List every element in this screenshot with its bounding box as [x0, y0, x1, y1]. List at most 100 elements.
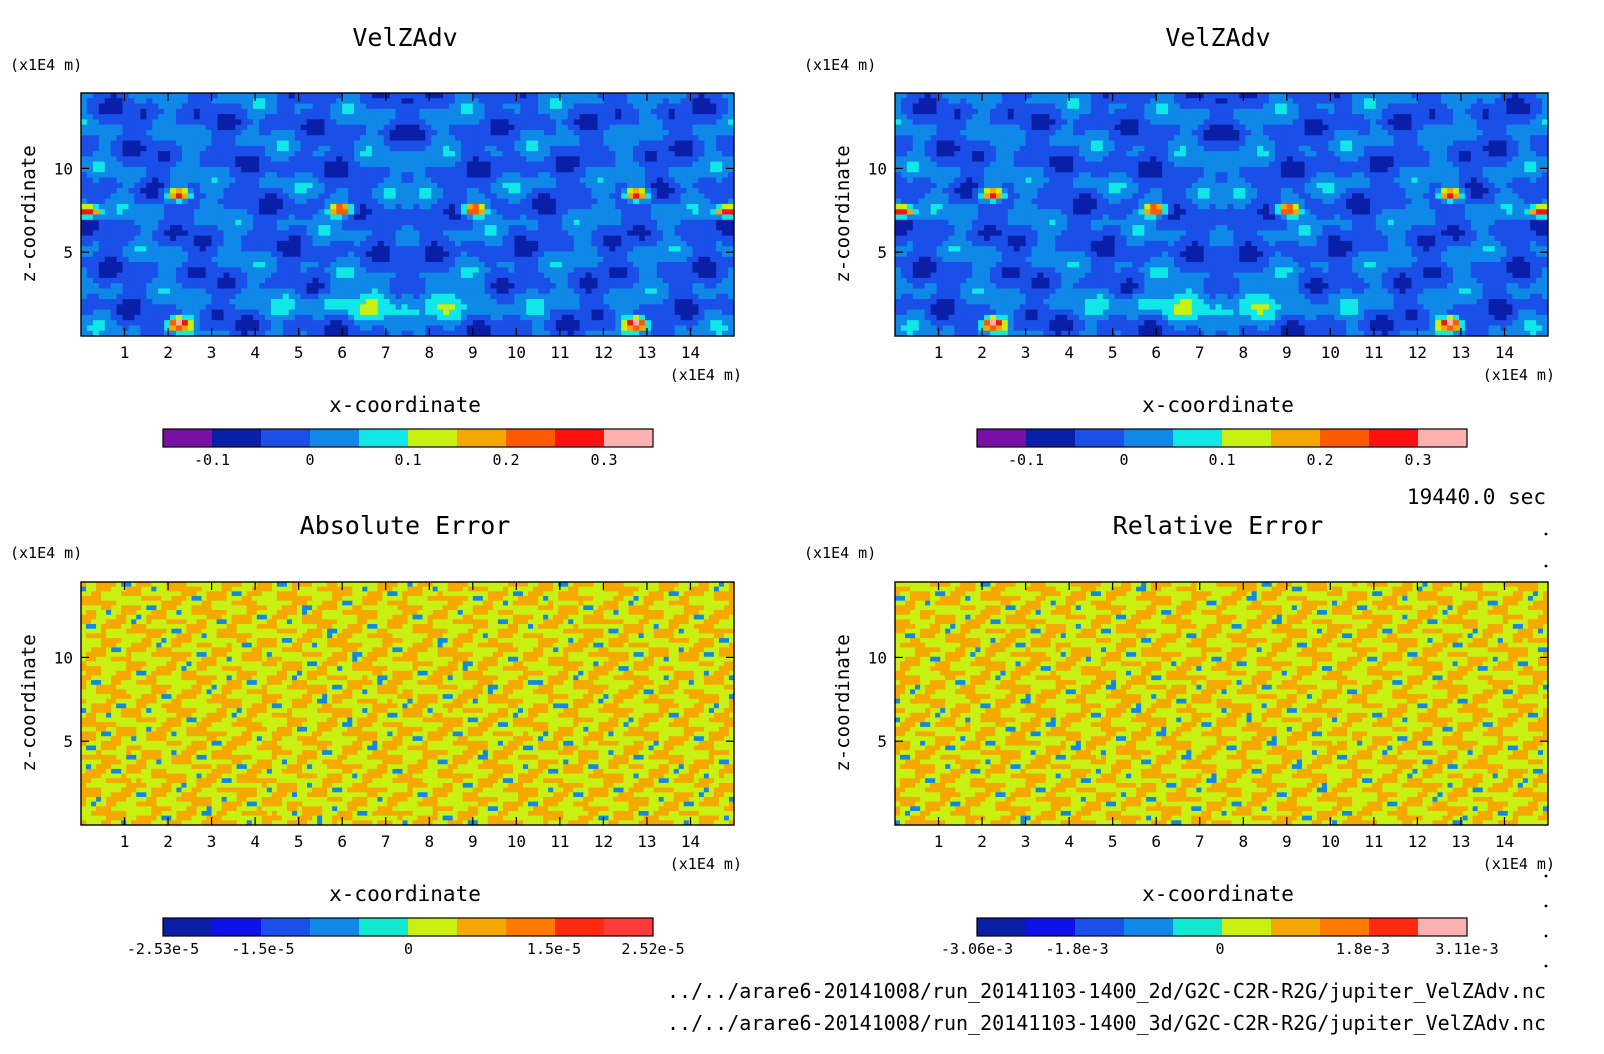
- heatmap-cell: [193, 251, 201, 258]
- heatmap-cell: [223, 177, 231, 184]
- heatmap-cell: [81, 240, 88, 247]
- heatmap-cell: [603, 124, 610, 131]
- heatmap-cell: [407, 145, 415, 152]
- heatmap-cell: [716, 251, 723, 258]
- heatmap-cell: [146, 198, 153, 205]
- heatmap-cell: [544, 209, 551, 216]
- heatmap-cell: [377, 172, 385, 179]
- heatmap-cell: [294, 214, 302, 221]
- heatmap-cell: [116, 193, 124, 200]
- heatmap-cell: [454, 93, 462, 99]
- heatmap-cell: [437, 114, 444, 121]
- heatmap-cell: [98, 330, 106, 336]
- heatmap-cell: [270, 119, 278, 126]
- heatmap-cell: [158, 203, 165, 210]
- heatmap-cell: [241, 330, 248, 336]
- heatmap-cell: [425, 103, 432, 110]
- heatmap-cell: [609, 214, 616, 221]
- heatmap-cell: [276, 214, 284, 221]
- heatmap-cell: [229, 256, 236, 263]
- heatmap-cell: [241, 325, 248, 332]
- heatmap-cell: [211, 272, 219, 279]
- heatmap-cell: [330, 251, 337, 258]
- heatmap-cell: [431, 151, 438, 157]
- heatmap-cell: [615, 93, 622, 99]
- heatmap-cell: [98, 93, 106, 99]
- heatmap-cell: [92, 172, 100, 179]
- heatmap-cell: [615, 177, 622, 184]
- heatmap-cell: [223, 214, 231, 221]
- heatmap-cell: [336, 225, 343, 231]
- heatmap-cell: [81, 172, 88, 179]
- heatmap-cell: [81, 283, 88, 290]
- heatmap-cell: [306, 124, 314, 131]
- heatmap-cell: [644, 299, 652, 305]
- heatmap-cell: [365, 235, 373, 242]
- heatmap-cell: [419, 262, 426, 268]
- heatmap-cell: [597, 193, 604, 200]
- heatmap-cell: [728, 103, 734, 110]
- heatmap-cell: [514, 140, 521, 147]
- heatmap-cell: [116, 262, 124, 268]
- heatmap-cell: [472, 283, 480, 290]
- heatmap-cell: [306, 161, 314, 168]
- heatmap-cell: [235, 151, 242, 157]
- heatmap-cell: [692, 161, 699, 168]
- heatmap-cell: [538, 277, 545, 284]
- heatmap-cell: [532, 309, 539, 316]
- heatmap-cell: [567, 135, 575, 142]
- heatmap-cell: [425, 198, 432, 205]
- heatmap-cell: [561, 304, 569, 311]
- heatmap-cell: [437, 277, 444, 284]
- heatmap-cell: [674, 230, 682, 237]
- heatmap-cell: [247, 320, 254, 327]
- heatmap-cell: [104, 103, 112, 110]
- heatmap-cell: [187, 119, 195, 126]
- heatmap-cell: [265, 203, 272, 210]
- heatmap-cell: [312, 225, 320, 231]
- heatmap-cell: [110, 272, 118, 279]
- heatmap-cell: [342, 209, 349, 216]
- heatmap-cell: [383, 240, 391, 247]
- heatmap-cell: [549, 129, 557, 136]
- heatmap-cell: [175, 288, 183, 295]
- heatmap-cell: [306, 314, 314, 321]
- heatmap-cell: [722, 93, 729, 99]
- heatmap-cell: [81, 124, 88, 131]
- heatmap-cell: [122, 156, 130, 163]
- heatmap-cell: [609, 272, 616, 279]
- heatmap-cell: [668, 272, 676, 279]
- heatmap-cell: [561, 188, 569, 194]
- heatmap-cell: [259, 320, 266, 327]
- heatmap-cell: [639, 188, 646, 194]
- heatmap-cell: [650, 135, 658, 142]
- heatmap-cell: [716, 172, 723, 179]
- heatmap-cell: [478, 225, 486, 231]
- heatmap-cell: [140, 182, 147, 189]
- heatmap-cell: [603, 209, 610, 216]
- heatmap-cell: [318, 309, 325, 316]
- heatmap-cell: [437, 214, 444, 221]
- heatmap-cell: [728, 166, 734, 173]
- heatmap-cell: [217, 262, 225, 268]
- heatmap-cell: [193, 214, 201, 221]
- heatmap-cell: [354, 124, 361, 131]
- heatmap-cell: [354, 251, 361, 258]
- heatmap-cell: [389, 198, 397, 205]
- heatmap-cell: [92, 188, 100, 194]
- heatmap-cell: [419, 309, 426, 316]
- heatmap-cell: [330, 214, 337, 221]
- heatmap-cell: [567, 129, 575, 136]
- heatmap-cell: [704, 161, 711, 168]
- heatmap-cell: [472, 193, 480, 200]
- heatmap-cell: [532, 188, 539, 194]
- heatmap-cell: [288, 299, 296, 305]
- heatmap-cell: [259, 214, 266, 221]
- heatmap-cell: [175, 156, 183, 163]
- heatmap-cell: [401, 314, 409, 321]
- heatmap-cell: [419, 166, 426, 173]
- heatmap-cell: [300, 209, 308, 216]
- heatmap-cell: [389, 161, 397, 168]
- heatmap-cell: [181, 209, 189, 216]
- heatmap-cell: [122, 314, 130, 321]
